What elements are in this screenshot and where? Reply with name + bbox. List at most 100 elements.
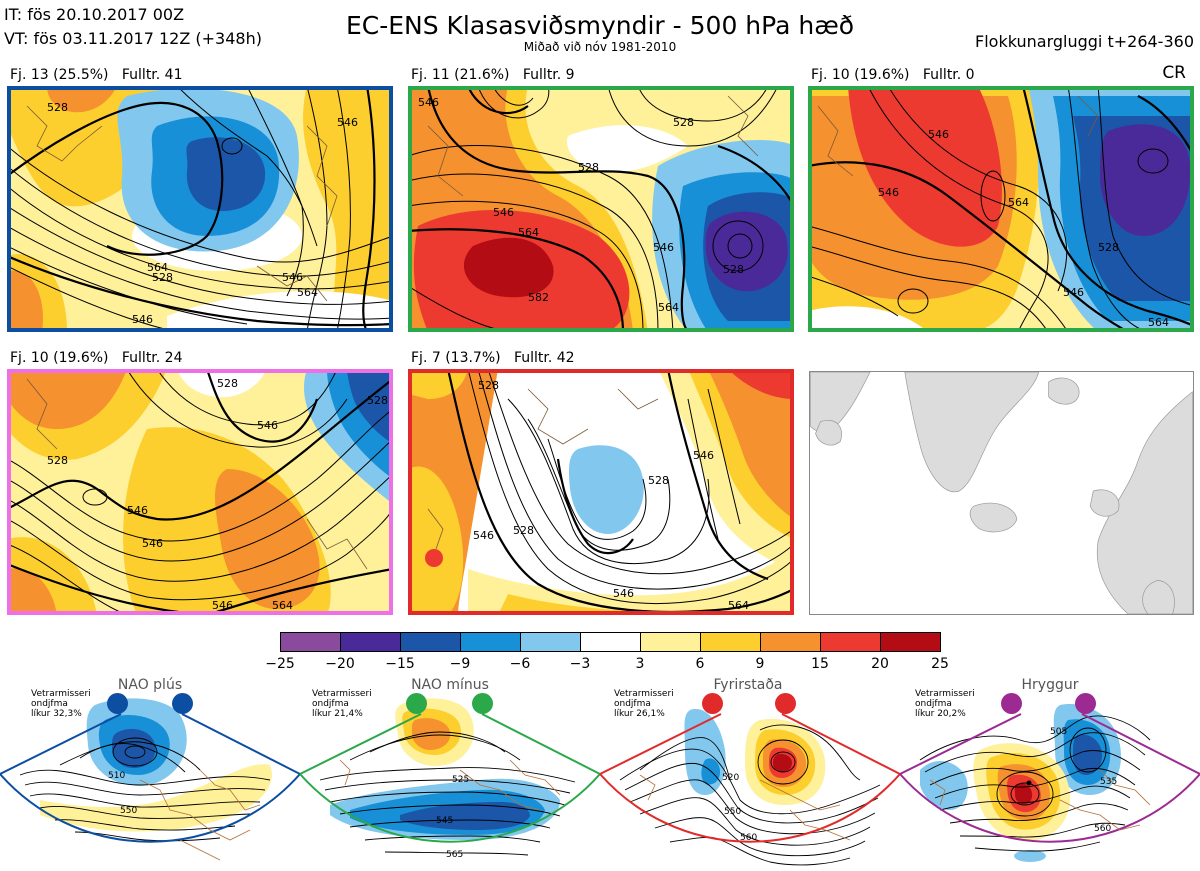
contour-label: 528 [47,101,68,114]
panel-5-frame [408,369,794,615]
contour-label: 528 [513,524,534,537]
contour-label: 528 [578,161,599,174]
contour-label: 564 [518,226,539,239]
valid-time: VT: fös 03.11.2017 12Z (+348h) [4,29,262,48]
colorbar-tick: 9 [755,656,765,672]
contour-label: 564 [1008,196,1029,209]
colorbar-tick: −6 [509,656,531,672]
contour-label: 564 [1148,316,1169,329]
contour-label: 528 [648,474,669,487]
panel-2-cluster: Fj. 11 (21.6%) [411,67,510,83]
colorbar-tick: 20 [871,656,889,672]
panel-4-frame [7,369,393,615]
initial-time: IT: fös 20.10.2017 00Z [4,5,185,24]
contour-label: 525 [452,775,469,785]
anomaly-field-2: 528 546 564 582 564 546 528 528 546 [408,86,794,332]
regime-fan-nao-plus: 510 550 [0,698,302,861]
colorbar-segment-11 [880,632,941,652]
contour-label: 546 [493,206,514,219]
panel-2-label: Fj. 11 (21.6%) Fulltr. 9 [411,67,575,83]
contour-label: 564 [658,301,679,314]
contour-label: 520 [722,773,739,783]
contour-label: 528 [478,379,499,392]
regime-dot-nao-plus-1 [107,693,128,714]
anomaly-field-5: 528 546 528 546 546 564 528 [408,369,794,615]
panel-3-frame [808,86,1194,332]
cr-label: CR [1162,63,1186,83]
colorbar-segment-8 [700,632,761,652]
panel-3-label: Fj. 10 (19.6%) Fulltr. 0 [811,67,975,83]
contour-label: 546 [928,128,949,141]
colorbar: −25 −20 −15 −9 −6 −3 3 6 9 15 20 25 [265,632,949,672]
contour-label: 564 [272,599,293,612]
regime-title-fyrirstada: Fyrirstaða [713,677,783,693]
contour-label: 564 [297,286,318,299]
regime-dot-fyrirstada-1 [702,693,723,714]
colorbar-tick: 6 [695,656,705,672]
regime-note-nao-plus: Vetrarmisseri ondjfma líkur 32,3% [31,689,91,719]
contour-label: 546 [878,186,899,199]
regime-title-hryggur: Hryggur [1021,677,1079,693]
reference-coastlines [810,372,1193,614]
contour-label: 505 [1050,727,1067,737]
contour-label: 564 [728,599,749,612]
panel-2-members: Fulltr. 9 [522,67,575,83]
regime-fans: 510 550 525 545 [0,698,1200,866]
contour-label: 546 [142,537,163,550]
regime-dot-hryggur-1 [1001,693,1022,714]
cluster-map-4: 528 546 528 546 546 564 528 546 [7,369,393,615]
anomaly-field-3: 546 564 528 546 564 546 [808,86,1194,332]
contour-label: 582 [528,291,549,304]
regime-dot-nao-minus-1 [406,693,427,714]
panel-5-label: Fj. 7 (13.7%) Fulltr. 42 [411,350,575,366]
contour-label: 546 [418,96,439,109]
cluster-map-2: 528 546 564 582 564 546 528 528 546 [408,86,794,332]
panel-1-cluster: Fj. 13 (25.5%) [10,67,109,83]
contour-label: 546 [257,419,278,432]
contour-label: 535 [1100,777,1117,787]
contour-label: 550 [120,806,137,816]
contour-label: 546 [613,587,634,600]
contour-label: 550 [724,807,741,817]
contour-label: 546 [132,313,153,326]
colorbar-tick: 15 [811,656,829,672]
cluster-map-3: 546 564 528 546 564 546 [808,86,1194,332]
contour-label: 560 [1094,824,1111,834]
contour-label: 546 [282,271,303,284]
panel-5-members: Fulltr. 42 [513,350,575,366]
regime-dot-nao-plus-2 [172,693,193,714]
contour-label: 565 [446,850,463,860]
contour-label: 546 [127,504,148,517]
regime-fan-hryggur: 505 535 560 [899,704,1200,862]
colorbar-segment-1 [280,632,341,652]
colorbar-tick: −15 [385,656,415,672]
regime-dot-nao-minus-2 [472,693,493,714]
contour-label: 546 [693,449,714,462]
colorbar-tick: −20 [325,656,355,672]
colorbar-segment-10 [820,632,881,652]
regime-fan-fyrirstada: 520 550 560 [599,709,902,866]
anomaly-field-1: 528 546 564 546 564 546 528 [7,86,393,332]
classification-window: Flokkunargluggi t+264-360 [975,32,1194,51]
colorbar-segment-5 [520,632,581,652]
colorbar-tick: −9 [449,656,471,672]
colorbar-segment-9 [760,632,821,652]
regime-dot-fyrirstada-2 [775,693,796,714]
reference-map [809,371,1194,615]
regime-title-nao-plus: NAO plús [117,677,183,693]
contour-label: 528 [1098,241,1119,254]
contour-label: 528 [47,454,68,467]
contour-label: 546 [653,241,674,254]
regime-note-nao-minus: Vetrarmisseri ondjfma líkur 21,4% [312,689,372,719]
panel-1-label: Fj. 13 (25.5%) Fulltr. 41 [10,67,183,83]
panel-3-cluster: Fj. 10 (19.6%) [811,67,910,83]
contour-label: 528 [367,394,388,407]
page-subtitle: Miðað við nóv 1981-2010 [523,40,677,54]
contour-label: 546 [1063,286,1084,299]
contour-label: 528 [723,263,744,276]
contour-label: 528 [217,377,238,390]
panel-1-members: Fulltr. 41 [121,67,183,83]
regime-title-nao-minus: NAO mínus [411,677,489,693]
panel-5-cluster: Fj. 7 (13.7%) [411,350,501,366]
contour-label: 528 [152,271,173,284]
